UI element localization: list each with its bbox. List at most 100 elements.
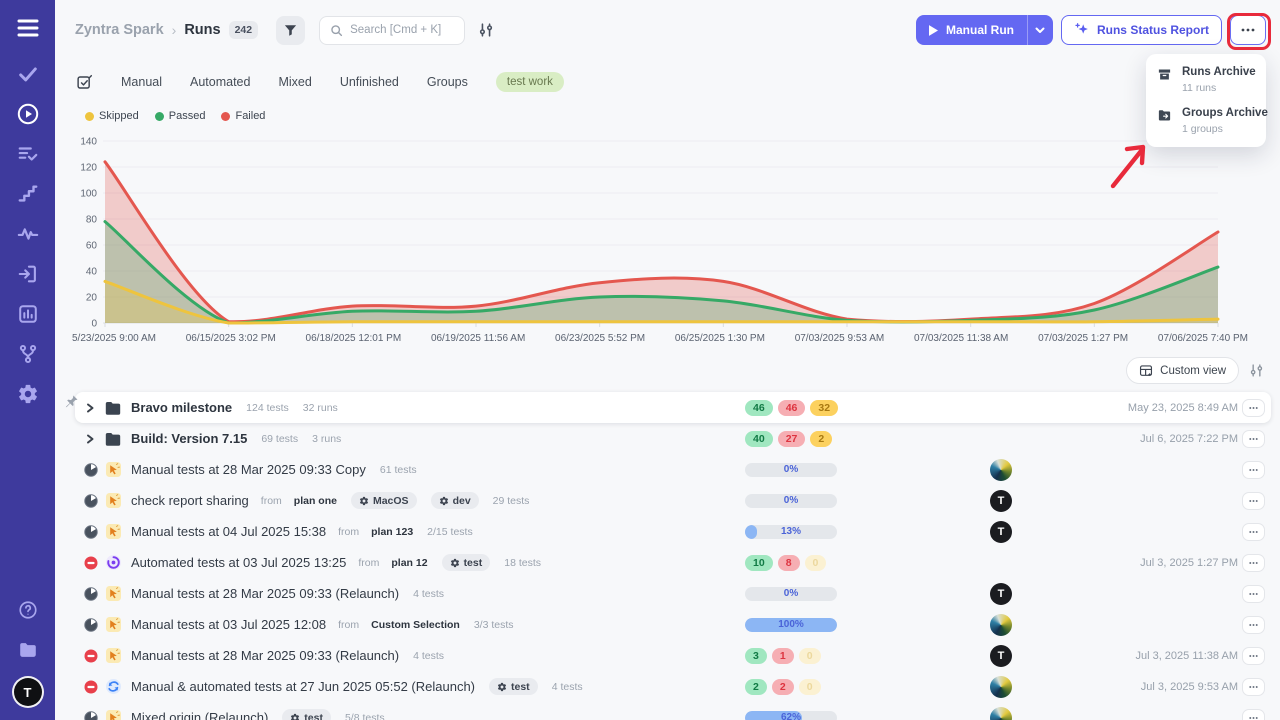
run-row[interactable]: Manual tests at 28 Mar 2025 09:33 (Relau… (75, 578, 1271, 609)
from-plan-name[interactable]: plan 12 (391, 556, 428, 569)
row-menu-button[interactable] (1242, 398, 1265, 417)
row-menu-button[interactable] (1242, 460, 1265, 479)
sidebar-analytics-icon[interactable] (16, 222, 40, 246)
row-menu-button[interactable] (1242, 522, 1265, 541)
run-row[interactable]: Manual tests at 04 Jul 2025 15:38 from pla… (75, 516, 1271, 547)
run-row[interactable]: Manual tests at 28 Mar 2025 09:33 Copy 61… (75, 454, 1271, 485)
run-title[interactable]: Manual tests at 28 Mar 2025 09:33 (Relau… (131, 586, 400, 601)
sidebar-steps-icon[interactable] (16, 182, 40, 206)
search-input[interactable]: Search [Cmd + K] (319, 15, 466, 45)
from-plan-name[interactable]: Custom Selection (371, 618, 460, 631)
row-menu-button[interactable] (1242, 615, 1265, 634)
run-row[interactable]: check report sharing from plan one MacOS dev… (75, 485, 1271, 516)
header-more-button[interactable] (1230, 15, 1266, 45)
tag-filter-badge[interactable]: test work (495, 72, 564, 92)
group-title[interactable]: Build: Version 7.15 (131, 431, 248, 446)
manual-origin-icon (106, 648, 121, 663)
row-menu-button[interactable] (1242, 491, 1265, 510)
menu-item-groups-archive[interactable]: Groups Archive 1 groups (1157, 107, 1268, 135)
legend-label: Skipped (99, 110, 139, 122)
run-row[interactable]: Automated tests at 03 Jul 2025 13:25 from… (75, 547, 1271, 578)
row-menu-button[interactable] (1242, 584, 1265, 603)
skipped-badge: 0 (798, 678, 821, 695)
row-menu-button[interactable] (1242, 677, 1265, 696)
run-row[interactable]: Manual tests at 03 Jul 2025 12:08 from Cus… (75, 609, 1271, 640)
manual-run-button[interactable]: Manual Run (915, 15, 1027, 45)
chevron-down-icon (1035, 27, 1045, 34)
sidebar-menu-button[interactable] (16, 16, 40, 40)
progress-fill (745, 617, 837, 632)
row-menu-button[interactable] (1242, 708, 1265, 720)
run-title[interactable]: check report sharing (131, 493, 249, 508)
breadcrumb-project[interactable]: Zyntra Spark (75, 22, 164, 38)
legend-item: Passed (154, 110, 205, 122)
funnel-icon (283, 23, 298, 38)
in-progress-status-icon (84, 586, 98, 601)
failed-status-icon (84, 649, 98, 663)
run-title[interactable]: Manual tests at 28 Mar 2025 09:33 (Relau… (131, 648, 400, 663)
run-title[interactable]: Mixed origin (Relaunch) (131, 710, 269, 720)
skipped-badge: 0 (804, 554, 827, 571)
sidebar-projects-icon[interactable] (16, 638, 40, 662)
sidebar-settings-icon[interactable] (16, 382, 40, 406)
select-all-icon[interactable] (76, 74, 93, 91)
sidebar-runs-icon[interactable] (16, 102, 40, 126)
x-axis-label: 5/23/2025 9:00 AM (72, 333, 156, 344)
run-title[interactable]: Manual tests at 28 Mar 2025 09:33 Copy (131, 462, 366, 477)
expand-chevron-icon[interactable] (84, 401, 97, 415)
y-axis-tick: 100 (80, 189, 97, 200)
custom-view-button[interactable]: Custom view (1126, 357, 1239, 384)
progress-label: 62% (780, 711, 801, 720)
sidebar-branches-icon[interactable] (16, 342, 40, 366)
row-menu-button[interactable] (1242, 646, 1265, 665)
gear-icon (450, 558, 460, 568)
assignee-avatar: T (990, 489, 1012, 512)
run-row[interactable]: Mixed origin (Relaunch) test 5/8 tests 62% (75, 702, 1271, 720)
runs-status-report-button[interactable]: Runs Status Report (1060, 15, 1222, 45)
play-icon (928, 24, 938, 36)
menu-item-runs-archive[interactable]: Runs Archive 11 runs (1157, 66, 1256, 94)
from-plan-name[interactable]: plan 123 (371, 525, 414, 538)
sidebar-help-icon[interactable] (16, 598, 40, 622)
tab-manual[interactable]: Manual (121, 75, 162, 89)
row-menu-button[interactable] (1242, 553, 1265, 572)
run-title[interactable]: Manual tests at 03 Jul 2025 12:08 (131, 617, 327, 632)
manual-run-dropdown-button[interactable] (1026, 15, 1053, 45)
run-title[interactable]: Manual & automated tests at 27 Jun 2025 … (131, 679, 475, 694)
group-row[interactable]: Build: Version 7.15 69 tests 3 runs 40 27 2 Ju… (75, 423, 1271, 454)
search-settings-icon[interactable] (478, 22, 494, 38)
group-row[interactable]: Bravo milestone 124 tests 32 runs 46 46 32 May… (65, 392, 1271, 423)
list-settings-icon[interactable] (1249, 363, 1264, 378)
sidebar-plans-icon[interactable] (16, 142, 40, 166)
tab-automated[interactable]: Automated (190, 75, 251, 89)
from-plan-name[interactable]: plan one (293, 494, 337, 507)
tab-mixed[interactable]: Mixed (278, 75, 312, 89)
sidebar-user-avatar[interactable]: T (13, 678, 42, 706)
runs-count: 3 runs (312, 432, 342, 445)
breadcrumb-page: Runs (184, 22, 221, 38)
in-progress-status-icon (84, 710, 98, 720)
group-title[interactable]: Bravo milestone (131, 400, 233, 415)
assignee-avatar: T (990, 520, 1012, 543)
failed-status-icon (84, 680, 98, 694)
sidebar-import-icon[interactable] (16, 262, 40, 286)
skipped-badge: 0 (798, 647, 821, 664)
tab-groups[interactable]: Groups (426, 75, 468, 89)
row-menu-button[interactable] (1242, 429, 1265, 448)
run-row[interactable]: Manual & automated tests at 27 Jun 2025 … (75, 671, 1271, 702)
in-progress-status-icon (84, 493, 98, 508)
table-view-icon (1139, 364, 1153, 378)
sidebar-reports-icon[interactable] (16, 302, 40, 326)
expand-chevron-icon[interactable] (84, 432, 97, 446)
run-date: May 23, 2025 8:49 AM (1127, 401, 1238, 414)
sidebar-tests-icon[interactable] (16, 62, 40, 86)
failed-status-icon (84, 556, 98, 570)
run-title[interactable]: Manual tests at 04 Jul 2025 15:38 (131, 524, 327, 539)
filter-button[interactable] (276, 15, 306, 45)
manual-origin-icon (106, 524, 121, 539)
tab-unfinished[interactable]: Unfinished (339, 75, 399, 89)
run-title[interactable]: Automated tests at 03 Jul 2025 13:25 (131, 555, 347, 570)
run-row[interactable]: Manual tests at 28 Mar 2025 09:33 (Relau… (75, 640, 1271, 671)
automated-origin-icon (106, 555, 121, 570)
